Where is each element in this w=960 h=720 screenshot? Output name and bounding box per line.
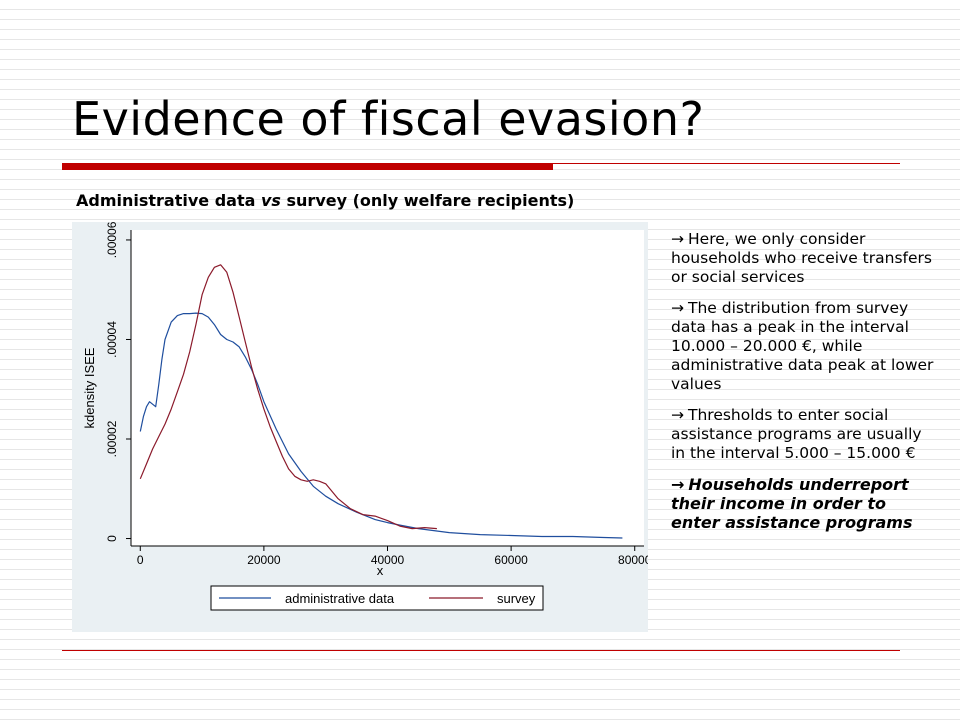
subtitle-emphasis: vs: [260, 191, 281, 210]
bullet-item: → Here, we only consider households who r…: [671, 230, 939, 287]
subtitle-text-start: Administrative data: [76, 191, 261, 210]
slide-title: Evidence of fiscal evasion?: [72, 92, 705, 146]
bullet-text: Thresholds to enter social assistance pr…: [671, 406, 922, 462]
title-accent-bar: [62, 163, 553, 170]
y-tick-label: 0: [105, 535, 119, 542]
bullet-text: Here, we only consider households who re…: [671, 230, 932, 286]
bullet-item-conclusion: → Households underreport their income in …: [671, 475, 939, 532]
x-ticks: 0 20000 40000 60000 80000: [137, 546, 652, 567]
subtitle-text-end: survey (only welfare recipients): [280, 191, 575, 210]
slide-subtitle: Administrative data vs survey (only welf…: [76, 191, 574, 210]
bullet-text: Households underreport their income in o…: [671, 475, 913, 532]
y-ticks: 0 .00002 .00004 .00006: [105, 221, 131, 542]
x-tick-label: 40000: [371, 553, 405, 567]
arrow-icon: →: [671, 299, 684, 317]
bullet-list: → Here, we only consider households who r…: [671, 230, 939, 544]
y-axis-label: kdensity ISEE: [82, 347, 97, 428]
y-tick-label: .00004: [105, 321, 119, 358]
x-tick-label: 0: [137, 553, 144, 567]
bullet-text: The distribution from survey data has a …: [671, 299, 934, 393]
density-chart-svg: 0 .00002 .00004 .00006 0 20000 40000 60000 8000…: [72, 221, 652, 632]
legend-label: survey: [497, 591, 536, 606]
arrow-icon: →: [671, 475, 685, 494]
series-line-survey: [139, 264, 437, 530]
density-chart: 0 .00002 .00004 .00006 0 20000 40000 60000 8000…: [72, 221, 652, 632]
footer-rule: [62, 650, 900, 651]
y-tick-label: .00002: [105, 420, 119, 457]
plot-area: [131, 230, 644, 546]
arrow-icon: →: [671, 230, 684, 248]
x-axis-label: x: [377, 563, 384, 578]
x-tick-label: 20000: [247, 553, 281, 567]
arrow-icon: →: [671, 406, 684, 424]
series-lines: [139, 264, 623, 539]
legend: administrative data survey: [219, 591, 536, 606]
x-tick-label: 80000: [618, 553, 648, 567]
bullet-item: → Thresholds to enter social assistance p…: [671, 406, 939, 463]
bullet-item: → The distribution from survey data has a…: [671, 299, 939, 394]
legend-label: administrative data: [285, 591, 395, 606]
y-tick-label: .00006: [105, 222, 119, 258]
title-rule: [553, 163, 900, 164]
x-tick-label: 60000: [494, 553, 528, 567]
